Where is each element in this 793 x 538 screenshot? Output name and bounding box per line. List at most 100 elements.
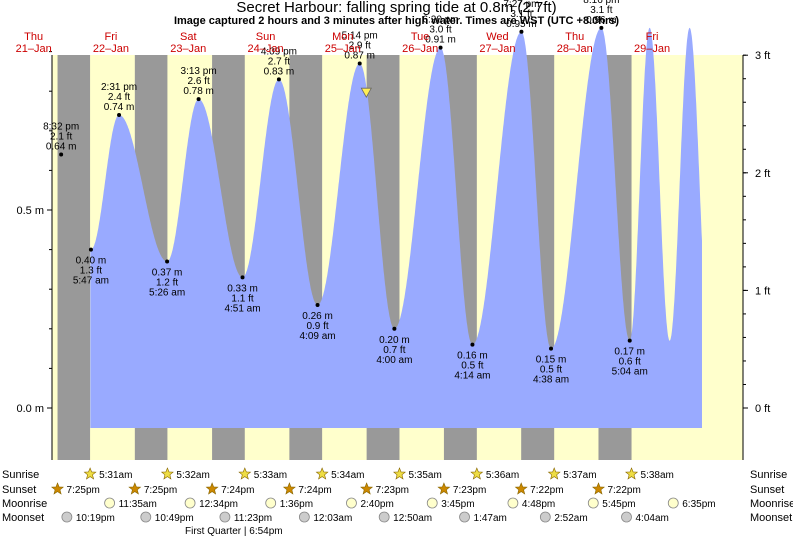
sunset-row-label-right: Sunset: [750, 484, 784, 496]
moonrise-time: 11:35am: [119, 499, 157, 510]
extreme-time-label: 5:47 am: [73, 276, 109, 287]
axes: 0.0 m 0.5 m 0 ft 1 ft 2 ft 3 ft: [16, 50, 770, 460]
sunrise-icon: [470, 467, 484, 480]
moonrise-icon: [426, 497, 438, 509]
extreme-ft-label: 0.9 ft: [306, 321, 328, 332]
extreme-m-label: 0.74 m: [104, 102, 135, 113]
extreme-time-label: 8:16 pm: [583, 0, 619, 6]
extreme-m-label: 0.20 m: [379, 335, 410, 346]
day-date-label: 27–Jan: [479, 43, 515, 55]
sunrise-icon: [315, 467, 329, 480]
extreme-dot: [599, 25, 604, 30]
extreme-dot: [59, 152, 64, 157]
day-date-label: 28–Jan: [557, 43, 593, 55]
moonrise-icon: [265, 497, 277, 509]
extreme-labels: 0.64 m2.1 ft8:32 pm 0.40 m1.3 ft5:47 am 0.…: [43, 0, 648, 386]
moonrise-time: 1:36pm: [280, 499, 313, 510]
day-name-label: Sat: [180, 31, 197, 43]
extreme-dot: [470, 342, 475, 347]
moonrise-icon: [507, 497, 519, 509]
sunrise-time: 5:35am: [408, 470, 441, 481]
extreme-dot: [392, 326, 397, 331]
extreme-dot: [357, 61, 362, 66]
extreme-ft-label: 0.5 ft: [540, 365, 562, 376]
day-date-label: 23–Jan: [170, 43, 206, 55]
moonset-icon: [219, 511, 231, 523]
moonset-row-label-left: Moonset: [2, 512, 44, 524]
moonset-time: 12:50am: [393, 513, 432, 524]
extreme-ft-label: 2.9 ft: [349, 40, 371, 51]
extreme-dot: [165, 259, 170, 264]
extreme-time-label: 4:09 pm: [261, 46, 297, 57]
sunrise-time: 5:38am: [641, 470, 674, 481]
extreme-m-label: 0.87 m: [344, 50, 375, 61]
right-tick-label: 2 ft: [755, 168, 770, 180]
sunset-time: 7:22pm: [530, 485, 563, 496]
extreme-ft-label: 0.5 ft: [461, 361, 483, 372]
extreme-dot: [519, 29, 524, 34]
moonset-icon: [378, 511, 390, 523]
extreme-m-label: 0.95 m: [506, 19, 537, 30]
sunset-icon: [282, 482, 296, 495]
extreme-ft-label: 1.2 ft: [156, 277, 178, 288]
extreme-time-label: 5:04 am: [612, 367, 648, 378]
moonrise-icon: [104, 497, 116, 509]
extreme-m-label: 0.91 m: [425, 35, 456, 46]
moonset-time: 2:52am: [554, 513, 587, 524]
current-level-marker: [360, 87, 372, 99]
day-date-label: 29–Jan: [634, 43, 670, 55]
sunset-time: 7:25pm: [67, 485, 100, 496]
extreme-dot: [627, 338, 632, 343]
extreme-ft-label: 0.6 ft: [619, 357, 641, 368]
extreme-ft-label: 0.7 ft: [383, 345, 405, 356]
moonset-icon: [539, 511, 551, 523]
sunrise-icon: [625, 467, 639, 480]
extreme-time-label: 5:14 pm: [342, 30, 378, 41]
sunset-icon: [205, 482, 219, 495]
moonrise-time: 2:40pm: [360, 499, 393, 510]
extreme-m-label: 0.17 m: [614, 347, 645, 358]
extreme-time-label: 2:31 pm: [101, 82, 137, 93]
sun-moon-table: Sunrise Sunrise Sunset Sunset Moonrise Moonri…: [2, 467, 793, 537]
extreme-m-label: 0.16 m: [457, 351, 488, 362]
day-date-label: 22–Jan: [93, 43, 129, 55]
day-name-label: Fri: [105, 31, 118, 43]
sunrise-row-label-left: Sunrise: [2, 469, 39, 481]
day-name-label: Thu: [24, 31, 43, 43]
moonrise-time: 12:34pm: [199, 499, 238, 510]
sunset-time: 7:22pm: [607, 485, 640, 496]
moon-phase-label: First Quarter | 6:54pm: [185, 526, 283, 537]
extreme-time-label: 4:51 am: [224, 303, 260, 314]
extreme-dot: [438, 45, 443, 50]
moonset-time: 12:03am: [313, 513, 352, 524]
extreme-ft-label: 3.0 ft: [429, 25, 451, 36]
moonset-icon: [459, 511, 470, 523]
moonrise-time: 4:48pm: [522, 499, 555, 510]
extreme-dot: [276, 77, 281, 82]
extreme-m-label: 0.64 m: [46, 142, 77, 153]
extreme-m-label: 0.78 m: [183, 86, 214, 97]
moonset-icon: [621, 511, 632, 523]
extreme-dot: [117, 112, 122, 117]
day-date-label: 21–Jan: [16, 43, 52, 55]
moonrise-time: 6:35pm: [682, 499, 715, 510]
extreme-ft-label: 3.1 ft: [510, 9, 532, 20]
extreme-time-label: 5:26 am: [149, 287, 185, 298]
sunrise-row-label-right: Sunrise: [750, 469, 787, 481]
extreme-dot: [240, 275, 245, 280]
extreme-time-label: 8:32 pm: [43, 122, 79, 133]
moonset-row-label-right: Moonset: [750, 512, 792, 524]
sunset-icon: [592, 482, 605, 495]
moonset-time: 10:49pm: [155, 513, 194, 524]
sunset-time: 7:23pm: [376, 485, 409, 496]
moonrise-row-label-left: Moonrise: [2, 498, 47, 510]
extreme-dot: [196, 97, 201, 102]
moonset-time: 4:04am: [635, 513, 668, 524]
right-tick-label: 3 ft: [755, 50, 770, 62]
day-date-label: 25–Jan: [325, 43, 361, 55]
moonrise-icon: [587, 497, 599, 509]
extreme-ft-label: 1.3 ft: [80, 266, 102, 277]
sunrise-time: 5:31am: [99, 470, 132, 481]
sunrise-icon: [547, 467, 561, 480]
